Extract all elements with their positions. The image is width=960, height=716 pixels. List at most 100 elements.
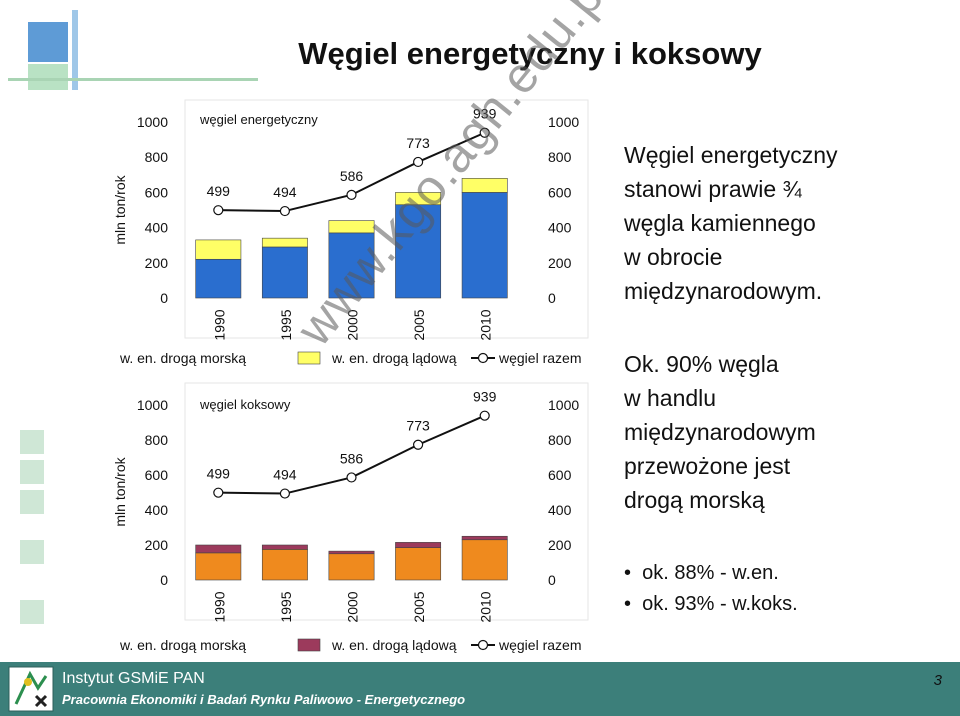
legend-marker [477, 639, 489, 651]
category-label: 1990 [211, 309, 227, 340]
y2-tick-label: 800 [548, 432, 572, 448]
data-label: 499 [207, 466, 231, 482]
category-label: 2005 [411, 309, 427, 340]
deco-square [28, 22, 68, 62]
deco-bar [8, 78, 258, 81]
line-point [346, 189, 357, 200]
y-tick-label: 0 [160, 290, 168, 306]
bar-land [328, 550, 375, 555]
bar-land [328, 220, 375, 234]
line-point [346, 472, 357, 483]
text-line: w handlu [624, 385, 717, 411]
bar-land [395, 192, 442, 206]
legend-swatch [297, 638, 321, 652]
chart-panel [184, 382, 589, 621]
data-label: 494 [273, 467, 297, 483]
bar-sea [261, 246, 308, 299]
chart-panel [184, 99, 589, 339]
deco-square [20, 540, 44, 564]
y-axis-label: mln ton/rok [112, 174, 128, 244]
line-point [213, 487, 224, 498]
bullet-item: • ok. 93% - w.koks. [624, 593, 798, 615]
deco-square [72, 10, 78, 90]
bar-land [195, 239, 242, 260]
y2-tick-label: 200 [548, 255, 572, 271]
institute-name: Instytut GSMiE PAN [62, 670, 205, 687]
bullet-item: • ok. 88% - w.en. [624, 562, 779, 584]
data-label: 499 [207, 183, 231, 199]
bar-sea [461, 192, 508, 299]
bullet-text: ok. 93% - w.koks. [642, 593, 798, 615]
text-paragraph-energy: Węgiel energetyczny stanowi prawie ¾ węg… [624, 138, 838, 308]
y-tick-label: 0 [160, 572, 168, 588]
data-label: 773 [406, 418, 430, 434]
line-point [213, 205, 224, 216]
y-axis-label: mln ton/rok [112, 456, 128, 526]
deco-square [20, 430, 44, 454]
y-tick-label: 200 [145, 537, 169, 553]
y2-tick-label: 1000 [548, 397, 579, 413]
deco-square [20, 490, 44, 514]
category-label: 2000 [345, 591, 361, 622]
line-point [479, 410, 490, 421]
text-paragraph-transport: Ok. 90% węgla w handlu międzynarodowym p… [624, 347, 816, 517]
deco-square [20, 600, 44, 624]
y2-tick-label: 600 [548, 467, 572, 483]
deco-square [28, 64, 68, 90]
bar-sea [261, 549, 308, 581]
data-label: 773 [406, 135, 430, 151]
bar-land [261, 544, 308, 550]
bar-sea [461, 539, 508, 581]
y-tick-label: 800 [145, 432, 169, 448]
institute-logo-icon [8, 666, 54, 712]
y2-tick-label: 400 [548, 220, 572, 236]
text-line: Węgiel energetyczny [624, 142, 838, 168]
data-label: 939 [473, 389, 497, 405]
bullet-text: ok. 88% - w.en. [642, 562, 779, 584]
data-label: 586 [340, 450, 364, 466]
bar-sea [395, 547, 442, 581]
legend-marker [477, 352, 489, 364]
line-point [413, 439, 424, 450]
category-label: 1995 [278, 591, 294, 622]
category-label: 2005 [411, 591, 427, 622]
category-label: 2010 [478, 591, 494, 622]
line-point [413, 156, 424, 168]
bar-land [261, 237, 308, 248]
y2-tick-label: 1000 [548, 114, 579, 130]
bar-sea [328, 553, 375, 581]
legend-label: w. en. drogą morską [119, 350, 246, 366]
text-line: w obrocie [624, 244, 723, 270]
y-tick-label: 400 [145, 502, 169, 518]
legend-label: w. en. drogą lądową [331, 637, 457, 653]
chart-title: węgiel koksowy [199, 397, 291, 412]
text-line: węgla kamiennego [624, 210, 816, 236]
y2-tick-label: 0 [548, 290, 556, 306]
footer-bar: Instytut GSMiE PAN Pracownia Ekonomiki i… [0, 662, 960, 716]
y-tick-label: 400 [145, 220, 169, 236]
y2-tick-label: 600 [548, 184, 572, 200]
category-label: 1990 [211, 591, 227, 622]
y2-tick-label: 200 [548, 537, 572, 553]
department-name: Pracownia Ekonomiki i Badań Rynku Paliwo… [62, 692, 466, 707]
text-line: Ok. 90% węgla [624, 351, 779, 377]
text-line: stanowi prawie ¾ [624, 176, 802, 202]
data-label: 939 [473, 106, 497, 122]
bar-land [195, 544, 242, 554]
legend-swatch [297, 351, 321, 365]
y2-tick-label: 400 [548, 502, 572, 518]
y2-tick-label: 800 [548, 149, 572, 165]
bar-sea [395, 204, 442, 299]
text-line: międzynarodowym. [624, 278, 823, 304]
text-line: drogą morską [624, 487, 765, 513]
bar-sea [195, 552, 242, 581]
category-label: 2000 [345, 309, 361, 340]
y-tick-label: 800 [145, 149, 169, 165]
slide-title: Węgiel energetyczny i koksowy [298, 36, 762, 71]
page-number: 3 [933, 672, 942, 689]
y-tick-label: 1000 [137, 114, 168, 130]
y-tick-label: 600 [145, 184, 169, 200]
line-point [479, 127, 490, 138]
text-line: międzynarodowym [624, 419, 816, 445]
deco-square [20, 460, 44, 484]
